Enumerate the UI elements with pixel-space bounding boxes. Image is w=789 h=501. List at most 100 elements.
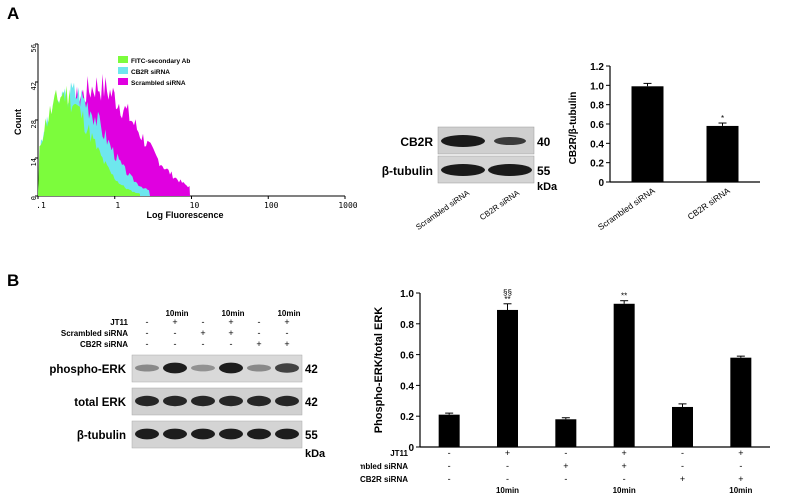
y-tick-label: 0.2: [400, 412, 414, 423]
blot-b-condition-value: -: [174, 328, 177, 338]
bar: [438, 414, 460, 447]
flow-x-tick-label: 1: [115, 201, 120, 210]
bar: [730, 357, 752, 447]
significance-label: *: [721, 114, 724, 123]
blot-b-condition-value: +: [284, 317, 289, 327]
legend-swatch-cb2r: [118, 67, 128, 74]
blot-b-time-label: 10min: [277, 309, 300, 318]
blot-b-band: [163, 395, 187, 407]
flow-y-tick-label: 56: [30, 44, 38, 52]
blot-a-lane-scrambled: Scrambled siRNA: [414, 188, 471, 232]
y-tick-label: 0.4: [590, 139, 604, 150]
condition-label: Scrambled siRNA: [360, 462, 408, 471]
blot-b-band: [163, 428, 187, 440]
blot-b-condition-value: -: [146, 317, 149, 327]
blot-b-condition-value: -: [174, 339, 177, 349]
blot-b-band: [191, 364, 215, 372]
y-tick-label: 0: [598, 178, 604, 189]
blot-a-band-cb2r-cb2rsirna: [494, 137, 526, 145]
blot-a-band-cb2r-scrambled: [441, 135, 485, 147]
condition-value: -: [506, 474, 509, 484]
flow-x-tick-label: .1: [36, 201, 46, 210]
blot-b-condition-label: Scrambled siRNA: [61, 329, 128, 338]
blot-b-kda-tubulin: 55: [305, 430, 318, 442]
condition-value: +: [563, 461, 568, 471]
blot-b-time-label: 10min: [221, 309, 244, 318]
flow-x-tick-label: 10: [190, 201, 200, 210]
blot-b-band: [219, 362, 243, 374]
blot-b-condition-value: +: [172, 317, 177, 327]
blot-b-time-label: 10min: [165, 309, 188, 318]
y-tick-label: 1.0: [400, 289, 414, 300]
blot-b-strip-phospho-erk: [131, 354, 303, 383]
y-tick-label: 0: [408, 443, 414, 454]
condition-value: +: [622, 461, 627, 471]
blot-a-kda-cb2r: 40: [537, 135, 551, 149]
flow-histogram: 0 14 28 42 56 .1 1 10 100 1000 Count Log Fluores…: [13, 43, 358, 220]
blot-b-kda-unit: kDa: [305, 448, 326, 460]
blot-b-condition-value: -: [146, 328, 149, 338]
y-tick-label: 0.4: [400, 381, 414, 392]
blot-b-row-label-total-erk: total ERK: [74, 397, 126, 409]
time-label: 10min: [613, 486, 636, 495]
blot-b-row-label-phospho-erk: phospho-ERK: [49, 364, 126, 376]
blot-b-condition-value: +: [200, 328, 205, 338]
panel-b-letter: B: [7, 271, 20, 290]
blot-b-band: [163, 362, 187, 374]
histogram-fitc-secondary: [38, 85, 140, 196]
blot-b-condition-value: -: [286, 328, 289, 338]
bar: [555, 419, 577, 447]
chart-b-y-label: Phospho-ERK/total ERK: [373, 307, 385, 434]
chart-a-y-label: CB2R/β-tubulin: [568, 92, 579, 165]
blot-b-band: [275, 363, 299, 373]
condition-value: +: [738, 474, 743, 484]
blot-b-condition-value: -: [202, 339, 205, 349]
blot-b-condition-value: -: [146, 339, 149, 349]
y-tick-label: 1.0: [590, 81, 604, 92]
flow-y-label: Count: [13, 109, 23, 135]
western-blot-a: CB2R β-tubulin 40 55 kDa Scrambled siRNA…: [382, 126, 558, 232]
blot-b-band: [219, 395, 243, 407]
blot-b-condition-label: CB2R siRNA: [80, 340, 128, 349]
flow-y-tick-label: 14: [30, 158, 38, 166]
condition-value: +: [505, 448, 510, 458]
blot-b-band: [135, 395, 159, 407]
y-tick-label: 0.8: [590, 101, 604, 112]
y-tick-label: 0.6: [400, 351, 414, 362]
condition-value: -: [564, 448, 567, 458]
condition-value: -: [564, 474, 567, 484]
bar: [672, 406, 693, 447]
condition-value: -: [448, 474, 451, 484]
blot-b-band: [247, 428, 271, 440]
bar-chart-phospho-erk: 00.20.40.60.81.0 **§§** JT11-+-+-+Scramb…: [360, 288, 770, 495]
blot-a-kda-tubulin: 55: [537, 164, 551, 178]
blot-b-strip-tubulin: [131, 420, 303, 449]
significance-label: §§: [503, 288, 512, 297]
blot-b-condition-value: +: [256, 339, 261, 349]
blot-b-condition-value: +: [228, 328, 233, 338]
flow-y-tick-label: 42: [30, 82, 38, 90]
flow-y-tick-label: 0: [30, 196, 38, 200]
condition-value: -: [681, 448, 684, 458]
condition-value: +: [622, 448, 627, 458]
category-label: CB2R siRNA: [686, 185, 732, 222]
significance-label: **: [504, 295, 510, 304]
flow-x-tick-label: 1000: [338, 201, 357, 210]
blot-b-kda-total-erk: 42: [305, 397, 318, 409]
time-label: 10min: [729, 486, 752, 495]
blot-b-band: [247, 364, 271, 372]
legend-label-fitc: FITC-secondary Ab: [131, 58, 190, 65]
condition-value: -: [448, 461, 451, 471]
y-tick-label: 1.2: [590, 62, 604, 73]
blot-b-kda-phospho-erk: 42: [305, 364, 318, 376]
legend-swatch-scrambled: [118, 78, 128, 85]
blot-b-condition-label: JT11: [110, 318, 128, 327]
blot-b-condition-value: -: [258, 317, 261, 327]
blot-b-band: [219, 428, 243, 440]
legend-label-cb2r: CB2R siRNA: [131, 69, 170, 76]
flow-x-label: Log Fluorescence: [146, 210, 223, 220]
blot-a-band-tubulin-cb2rsirna: [488, 164, 532, 176]
blot-b-band: [135, 428, 159, 440]
condition-value: -: [623, 474, 626, 484]
